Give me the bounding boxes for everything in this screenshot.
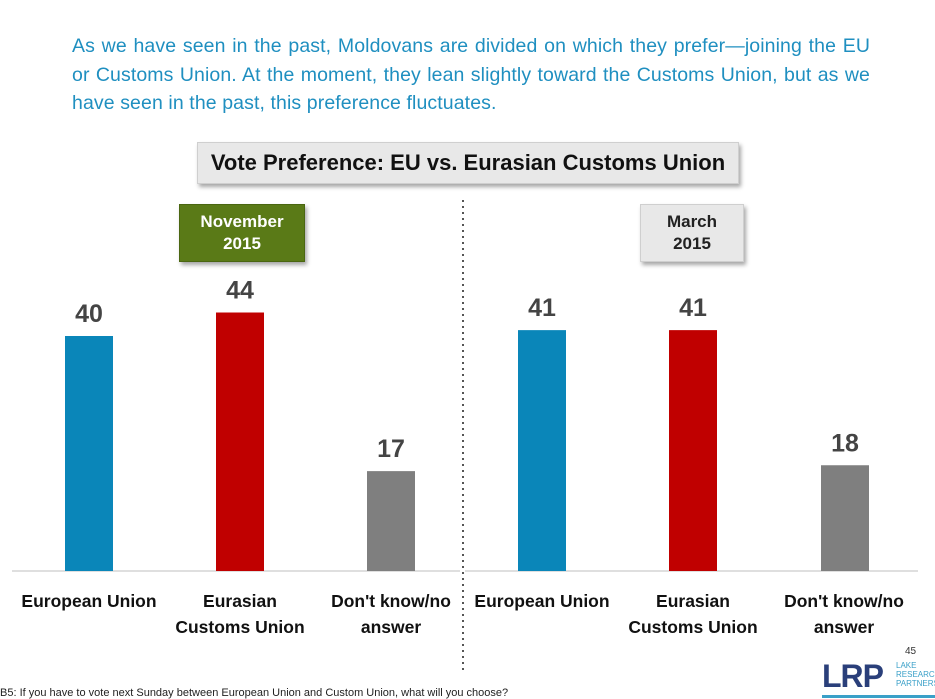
value-label-customs-union-2: 41 (679, 294, 707, 322)
value-label-european-union-1: 40 (75, 300, 103, 328)
value-label-dont-know-2: 18 (831, 429, 859, 457)
bar-customs-union-1 (216, 312, 264, 571)
period-label-march: March 2015 (640, 204, 744, 262)
period-label-november: November 2015 (179, 204, 305, 262)
intro-paragraph: As we have seen in the past, Moldovans a… (72, 35, 870, 114)
logo-subtext: LAKE RESEARCH PARTNERS (896, 661, 935, 688)
category-label-dont-know-1: Don't know/no answer (331, 591, 451, 637)
logo-mark: LRP (822, 658, 884, 694)
category-label-customs-union-2: Eurasian Customs Union (628, 591, 758, 637)
chart-title: Vote Preference: EU vs. Eurasian Customs… (197, 142, 739, 184)
page-number: 45 (905, 646, 917, 657)
bar-european-union-1 (65, 336, 113, 571)
value-label-dont-know-1: 17 (377, 435, 405, 463)
bar-dont-know-2 (821, 465, 869, 571)
bar-dont-know-1 (367, 471, 415, 571)
category-label-customs-union-1: Eurasian Customs Union (175, 591, 305, 637)
bar-customs-union-2 (669, 330, 717, 571)
bar-european-union-2 (518, 330, 566, 571)
logo-underline (822, 695, 935, 698)
category-label-european-union-1: European Union (21, 591, 157, 611)
category-label-european-union-2: European Union (474, 591, 610, 611)
lrp-logo: LRP LAKE RESEARCH PARTNERS (822, 657, 935, 699)
category-label-dont-know-2: Don't know/no answer (784, 591, 904, 637)
footnote: B5: If you have to vote next Sunday betw… (0, 687, 509, 699)
value-label-customs-union-1: 44 (226, 277, 254, 305)
value-label-european-union-2: 41 (528, 294, 556, 322)
